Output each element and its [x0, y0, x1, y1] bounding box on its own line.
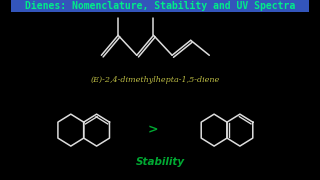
Text: >: >: [147, 124, 158, 137]
Text: Dienes: Nomenclature, Stability and UV Spectra: Dienes: Nomenclature, Stability and UV S…: [25, 1, 295, 11]
FancyBboxPatch shape: [11, 0, 309, 12]
Text: Stability: Stability: [135, 157, 185, 167]
Text: (E)-2,4-dimethylhepta-1,5-diene: (E)-2,4-dimethylhepta-1,5-diene: [91, 76, 220, 84]
